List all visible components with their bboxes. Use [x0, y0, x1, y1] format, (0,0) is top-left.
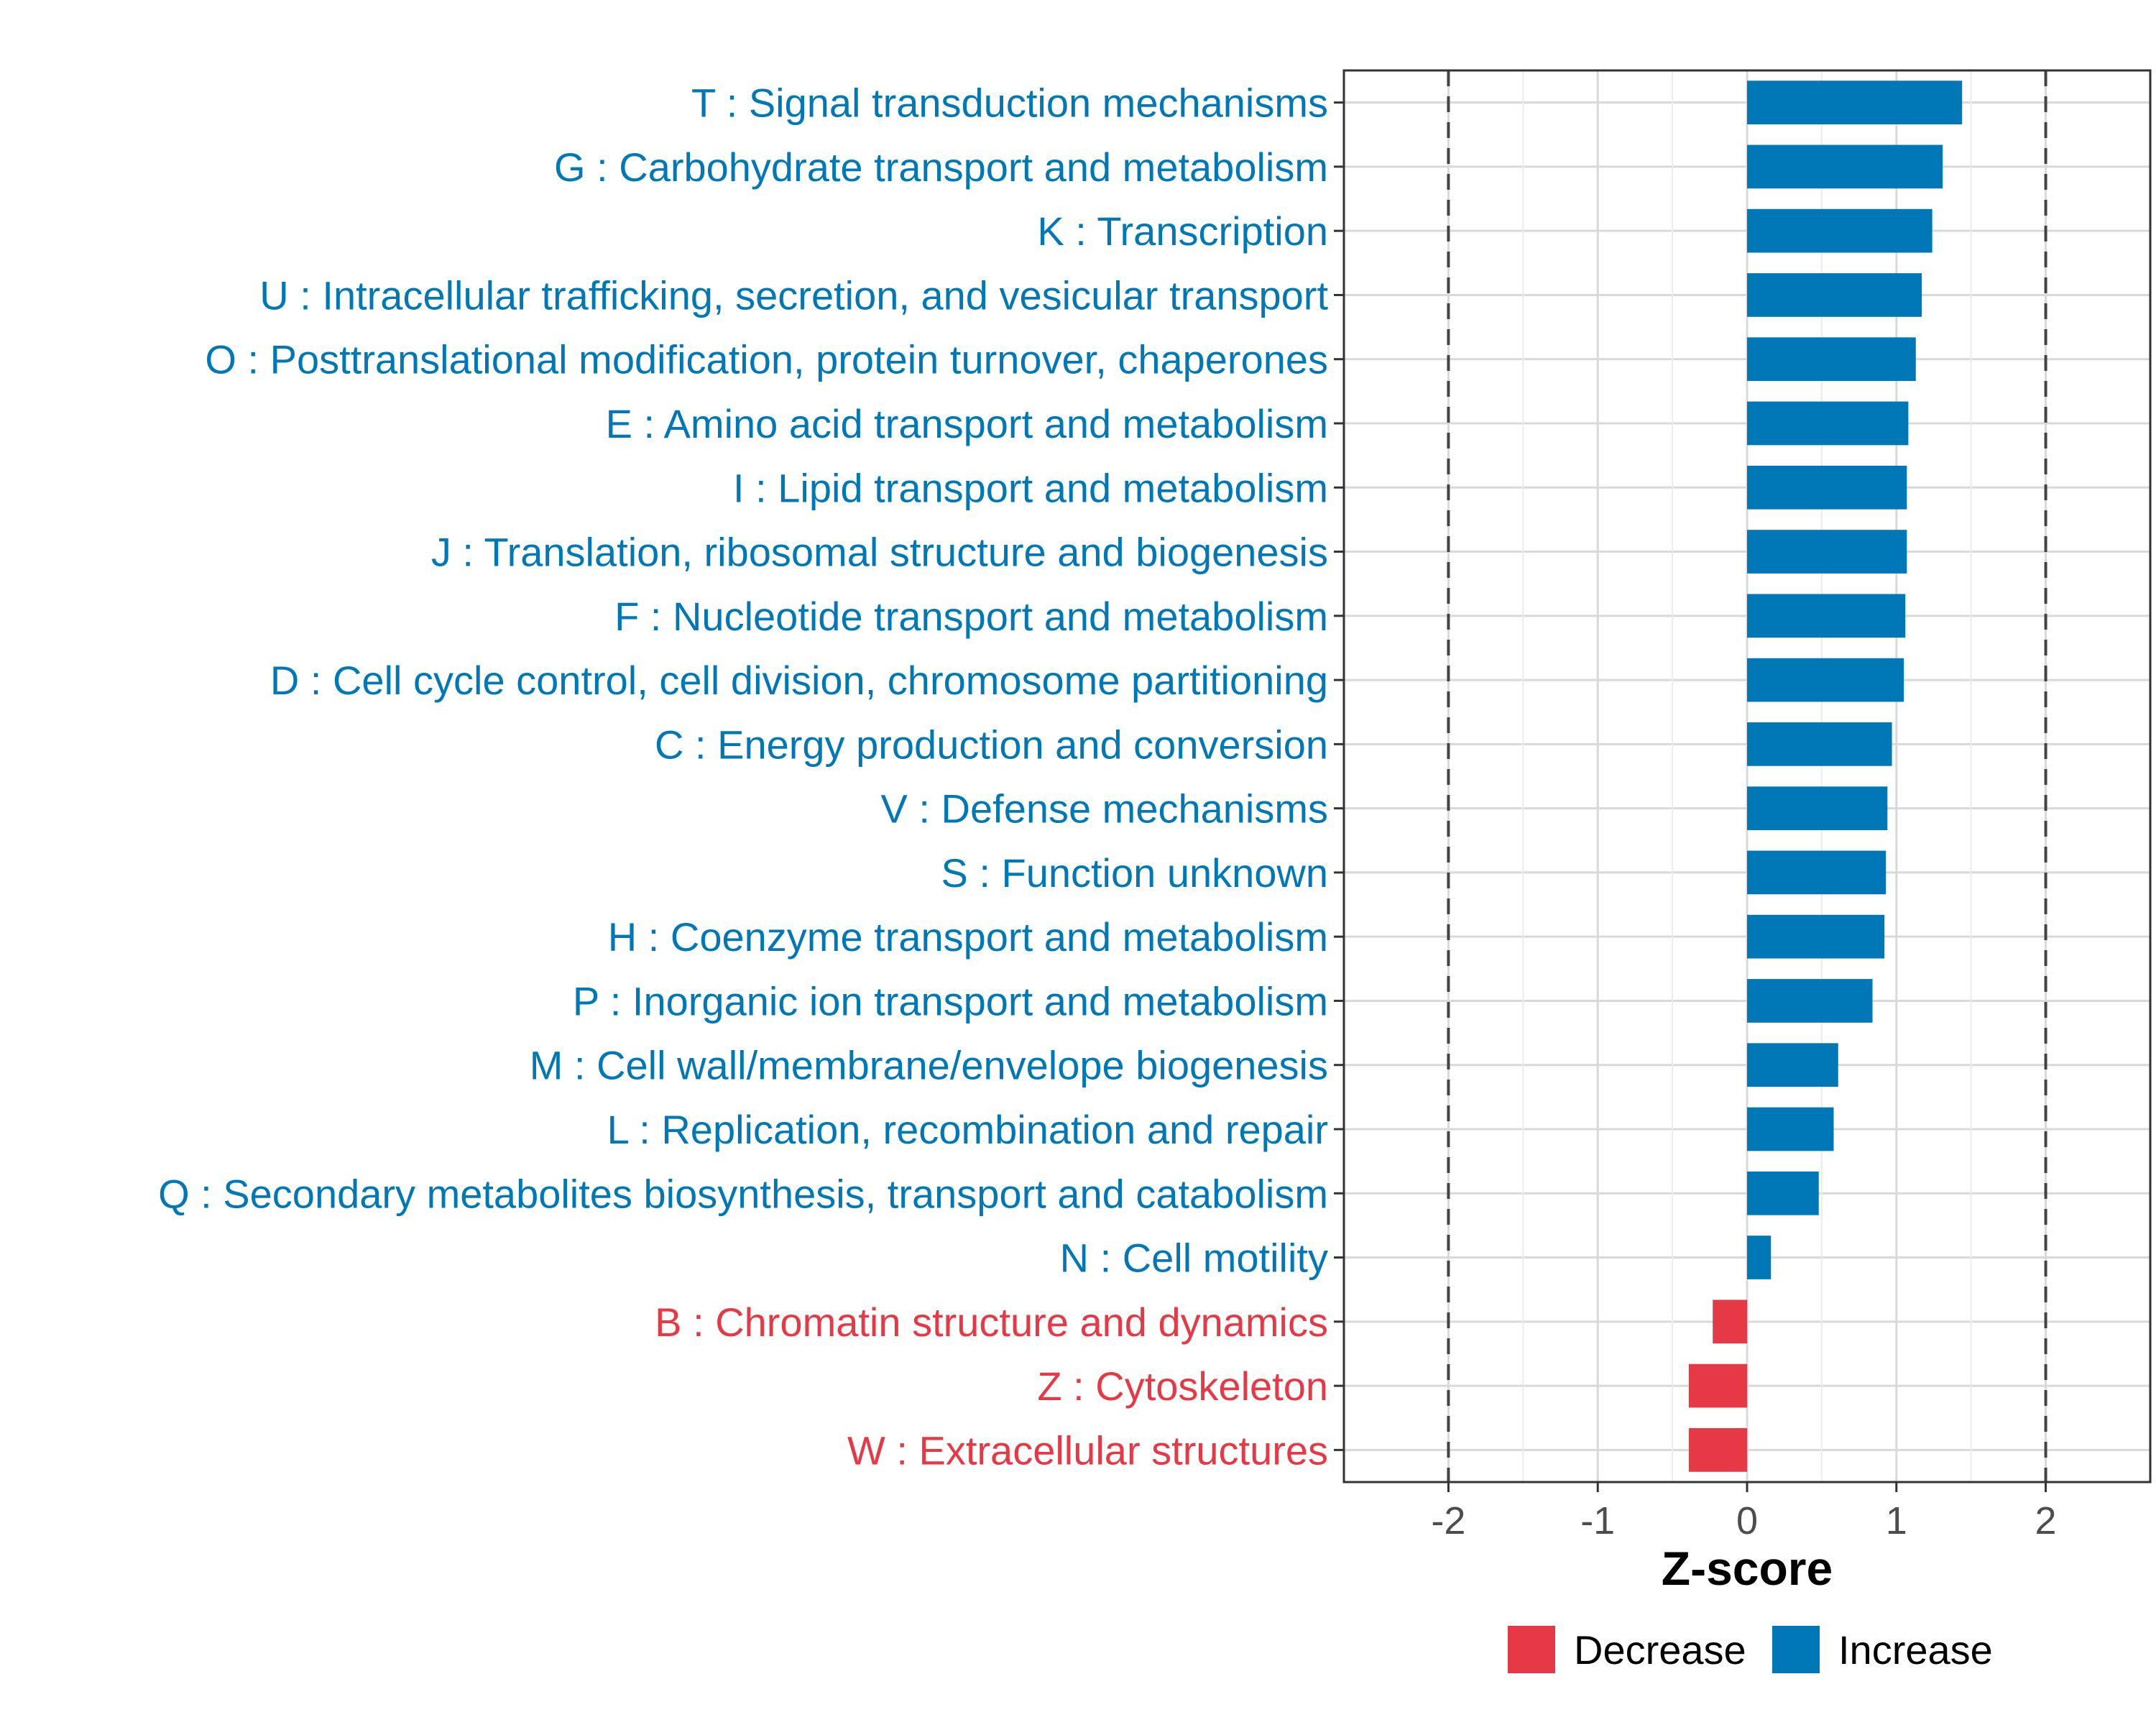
- bar: [1747, 465, 1907, 510]
- bar: [1688, 1428, 1747, 1472]
- bar: [1747, 1236, 1772, 1279]
- bar: [1747, 1107, 1834, 1151]
- bar: [1747, 80, 1963, 124]
- category-label: G : Carbohydrate transport and metabolis…: [554, 144, 1328, 190]
- category-label: B : Chromatin structure and dynamics: [655, 1300, 1328, 1345]
- bar: [1747, 1171, 1819, 1215]
- category-label: H : Coenzyme transport and metabolism: [608, 914, 1328, 960]
- category-label: W : Extracellular structures: [847, 1427, 1328, 1473]
- category-label: Q : Secondary metabolites biosynthesis, …: [158, 1171, 1328, 1216]
- category-label: U : Intracellular trafficking, secretion…: [259, 272, 1328, 318]
- bar: [1747, 658, 1904, 702]
- x-tick-label: -1: [1580, 1499, 1615, 1542]
- category-label: M : Cell wall/membrane/envelope biogenes…: [530, 1043, 1328, 1088]
- x-axis-title: Z-score: [1662, 1542, 1833, 1595]
- bar: [1747, 914, 1885, 959]
- category-label: E : Amino acid transport and metabolism: [606, 401, 1328, 446]
- bar: [1747, 722, 1892, 766]
- y-axis-ticks: [1334, 101, 1344, 1451]
- bar: [1747, 401, 1909, 446]
- legend-label: Decrease: [1574, 1627, 1746, 1673]
- category-label: O : Posttranslational modification, prot…: [205, 337, 1328, 382]
- category-label: J : Translation, ribosomal structure and…: [431, 530, 1328, 575]
- bar: [1747, 979, 1873, 1023]
- reference-lines: [1447, 70, 2047, 1482]
- category-label: P : Inorganic ion transport and metaboli…: [573, 978, 1328, 1024]
- legend-label: Increase: [1838, 1627, 1993, 1673]
- category-label: T : Signal transduction mechanisms: [691, 80, 1328, 126]
- bar: [1688, 1363, 1747, 1408]
- category-label: L : Replication, recombination and repai…: [607, 1107, 1328, 1152]
- bar: [1713, 1300, 1747, 1344]
- x-tick-label: 1: [1886, 1499, 1907, 1542]
- bar: [1747, 1043, 1838, 1087]
- bar: [1747, 273, 1922, 317]
- x-axis-ticks: -2 -1 0 1 2: [1431, 1482, 2057, 1542]
- bar: [1747, 786, 1888, 830]
- category-label: C : Energy production and conversion: [655, 722, 1328, 767]
- bar: [1747, 594, 1906, 638]
- category-label: N : Cell motility: [1060, 1236, 1328, 1281]
- x-tick-label: 2: [2035, 1499, 2057, 1542]
- category-label: F : Nucleotide transport and metabolism: [614, 594, 1328, 639]
- category-label: D : Cell cycle control, cell division, c…: [270, 658, 1328, 703]
- x-tick-label: -2: [1431, 1499, 1465, 1542]
- category-label: K : Transcription: [1037, 208, 1328, 254]
- category-label: S : Function unknown: [941, 850, 1328, 896]
- bar: [1747, 337, 1916, 382]
- bar: [1747, 144, 1943, 189]
- legend-key: [1508, 1626, 1555, 1673]
- legend-key: [1772, 1626, 1820, 1673]
- x-tick-label: 0: [1736, 1499, 1758, 1542]
- bar: [1747, 850, 1886, 895]
- legend: Decrease Increase: [1508, 1626, 1993, 1673]
- category-label: I : Lipid transport and metabolism: [733, 465, 1328, 510]
- category-labels: T : Signal transduction mechanisms G : Ca…: [158, 80, 1328, 1473]
- category-label: Z : Cytoskeleton: [1037, 1363, 1328, 1409]
- bar: [1747, 530, 1907, 574]
- category-label: V : Defense mechanisms: [881, 786, 1328, 832]
- bars: [1688, 80, 1963, 1472]
- bar: [1747, 208, 1932, 253]
